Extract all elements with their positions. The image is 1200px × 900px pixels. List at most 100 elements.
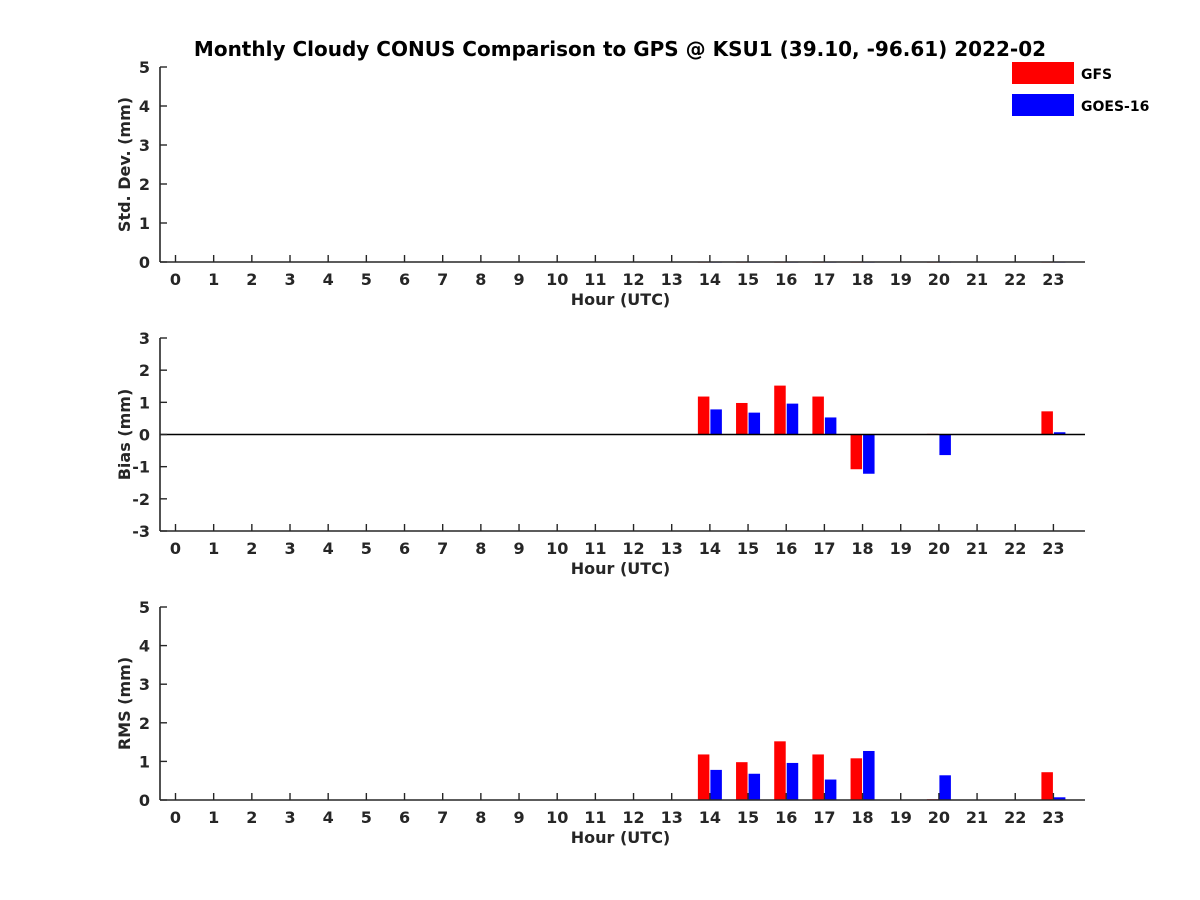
bar-gfs-h23 (1041, 411, 1053, 435)
x-tick-label: 13 (661, 270, 683, 289)
x-tick-label: 21 (966, 270, 988, 289)
x-tick-label: 19 (890, 539, 912, 558)
x-tick-label: 22 (1004, 270, 1026, 289)
legend-swatch-goes16 (1012, 94, 1074, 116)
bar-goes16-h17 (824, 779, 837, 800)
bar-goes16-h18 (863, 750, 875, 800)
chart-title: Monthly Cloudy CONUS Comparison to GPS @… (194, 37, 1046, 61)
bar-goes16-h14 (710, 409, 722, 435)
x-tick-label: 7 (437, 808, 448, 827)
x-tick-label: 0 (170, 270, 181, 289)
legend-swatch-gfs (1012, 62, 1074, 84)
x-tick-label: 16 (775, 808, 797, 827)
x-tick-label: 2 (246, 808, 257, 827)
bar-gfs-h15 (736, 402, 748, 435)
bar-gfs-h15 (736, 762, 748, 800)
x-tick-label: 15 (737, 270, 759, 289)
y-tick-label: 2 (139, 361, 150, 380)
x-tick-label: 4 (323, 270, 334, 289)
x-tick-label: 20 (928, 808, 950, 827)
x-tick-label: 12 (622, 539, 644, 558)
x-tick-label: 5 (361, 270, 372, 289)
legend-label-goes16: GOES-16 (1081, 99, 1149, 115)
y-tick-label: 0 (139, 426, 150, 445)
x-tick-label: 3 (284, 539, 295, 558)
x-tick-label: 23 (1042, 270, 1064, 289)
x-tick-label: 3 (284, 270, 295, 289)
x-tick-label: 0 (170, 808, 181, 827)
x-tick-label: 15 (737, 808, 759, 827)
x-tick-label: 18 (851, 808, 873, 827)
bar-goes16-h15 (748, 773, 761, 800)
x-tick-label: 23 (1042, 539, 1064, 558)
y-tick-label: 4 (139, 97, 150, 116)
x-tick-label: 11 (584, 270, 606, 289)
bar-gfs-h16 (774, 385, 786, 435)
y-tick-label: 5 (139, 58, 150, 77)
bar-gfs-h23 (1041, 772, 1053, 800)
y-tick-label: 4 (139, 637, 150, 656)
y-tick-label: 1 (139, 393, 150, 412)
bar-goes16-h16 (786, 403, 799, 435)
bar-goes16-h20 (939, 775, 951, 800)
x-tick-label: 17 (813, 539, 835, 558)
x-axis-label: Hour (UTC) (571, 828, 671, 847)
x-tick-label: 11 (584, 539, 606, 558)
y-axis-label: RMS (mm) (115, 657, 134, 750)
x-tick-label: 20 (928, 539, 950, 558)
x-axis-label: Hour (UTC) (571, 559, 671, 578)
x-tick-label: 1 (208, 539, 219, 558)
x-tick-label: 18 (851, 539, 873, 558)
x-tick-label: 5 (361, 808, 372, 827)
y-tick-label: 3 (139, 136, 150, 155)
bar-gfs-h14 (697, 754, 710, 800)
bar-goes16-h23 (1053, 432, 1066, 435)
x-tick-label: 16 (775, 270, 797, 289)
x-tick-label: 4 (323, 539, 334, 558)
x-tick-label: 9 (513, 808, 524, 827)
y-tick-label: 2 (139, 714, 150, 733)
x-tick-label: 11 (584, 808, 606, 827)
bar-gfs-h14 (697, 396, 710, 435)
x-tick-label: 1 (208, 270, 219, 289)
x-tick-label: 22 (1004, 539, 1026, 558)
x-tick-label: 21 (966, 808, 988, 827)
x-tick-label: 8 (475, 270, 486, 289)
bar-goes16-h14 (710, 769, 722, 800)
x-tick-label: 21 (966, 539, 988, 558)
x-tick-label: 18 (851, 270, 873, 289)
x-tick-label: 13 (661, 808, 683, 827)
x-tick-label: 17 (813, 270, 835, 289)
x-tick-label: 12 (622, 808, 644, 827)
x-tick-label: 20 (928, 270, 950, 289)
x-tick-label: 7 (437, 539, 448, 558)
x-tick-label: 15 (737, 539, 759, 558)
x-tick-label: 7 (437, 270, 448, 289)
x-tick-label: 1 (208, 808, 219, 827)
x-tick-label: 2 (246, 270, 257, 289)
bar-goes16-h18 (863, 434, 875, 474)
bar-goes16-h15 (748, 412, 761, 435)
y-axis-label: Bias (mm) (115, 389, 134, 481)
x-tick-label: 22 (1004, 808, 1026, 827)
y-tick-label: 0 (139, 253, 150, 272)
bar-goes16-h20 (939, 434, 951, 456)
x-tick-label: 9 (513, 539, 524, 558)
x-tick-label: 12 (622, 270, 644, 289)
bar-gfs-h17 (812, 754, 824, 800)
x-axis-label: Hour (UTC) (571, 290, 671, 309)
y-tick-label: 1 (139, 214, 150, 233)
x-tick-label: 17 (813, 808, 835, 827)
x-tick-label: 4 (323, 808, 334, 827)
bar-goes16-h23 (1053, 797, 1066, 800)
bar-gfs-h16 (774, 741, 786, 800)
x-tick-label: 6 (399, 539, 410, 558)
y-tick-label: -3 (132, 522, 150, 541)
y-tick-label: -1 (132, 458, 150, 477)
bar-goes16-h16 (786, 762, 799, 800)
x-tick-label: 5 (361, 539, 372, 558)
